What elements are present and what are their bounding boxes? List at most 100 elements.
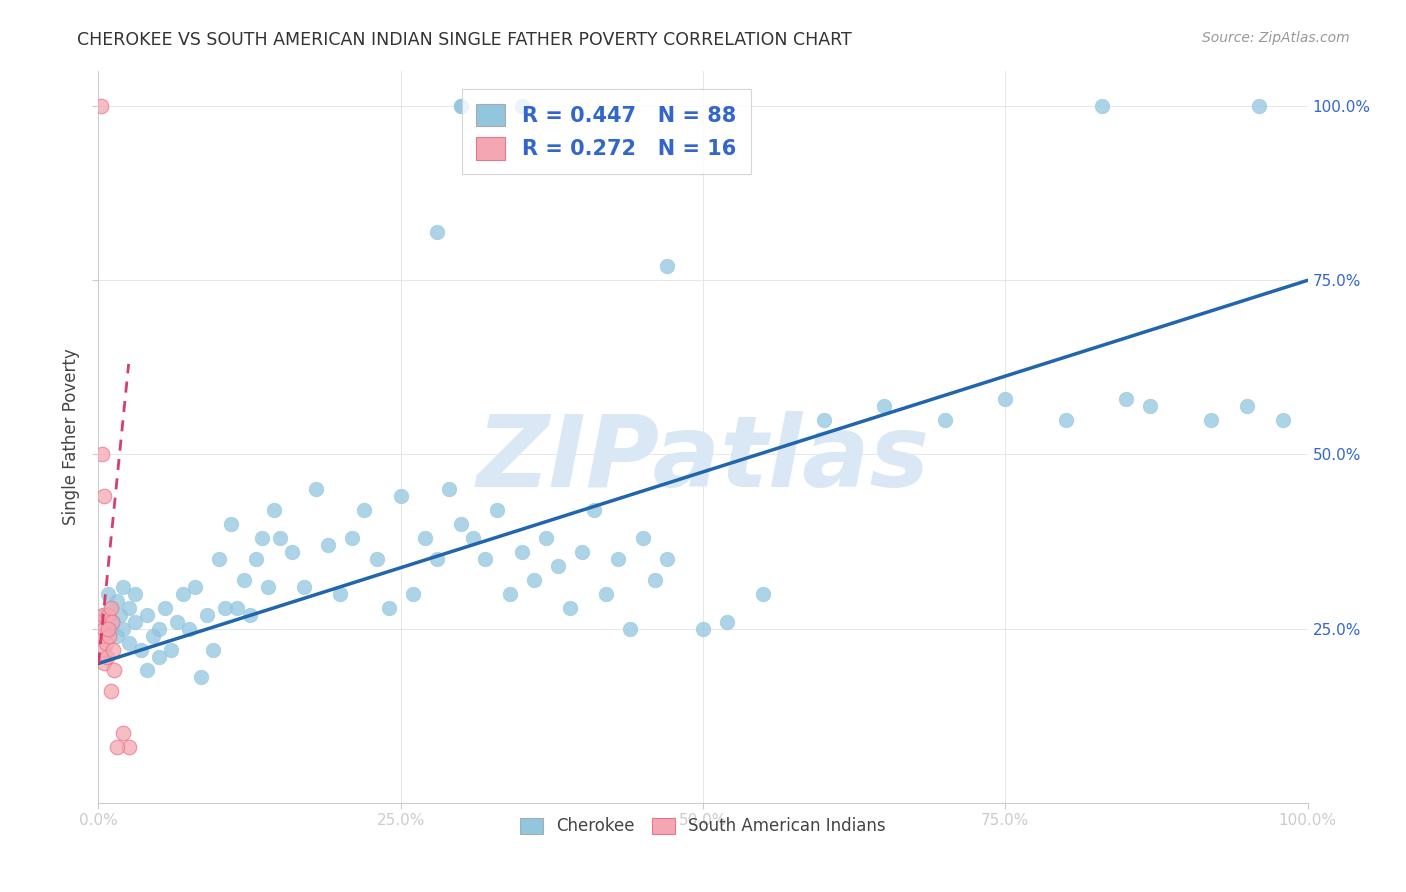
Point — [179, 622, 201, 636]
Point — [450, 99, 472, 113]
Point — [655, 260, 678, 274]
Point — [124, 615, 146, 629]
Point — [135, 607, 157, 622]
Point — [716, 615, 738, 629]
Point — [994, 392, 1017, 406]
Point — [91, 629, 114, 643]
Point — [93, 489, 115, 503]
Point — [389, 489, 412, 503]
Point — [101, 615, 124, 629]
Point — [692, 622, 714, 636]
Point — [90, 615, 112, 629]
Point — [281, 545, 304, 559]
Point — [103, 664, 125, 678]
Point — [1199, 412, 1222, 426]
Point — [135, 664, 157, 678]
Point — [105, 629, 128, 643]
Point — [160, 642, 183, 657]
Point — [100, 684, 122, 698]
Point — [100, 622, 122, 636]
Point — [111, 726, 134, 740]
Point — [100, 600, 122, 615]
Point — [463, 531, 485, 545]
Point — [93, 622, 115, 636]
Point — [571, 545, 593, 559]
Point — [214, 600, 236, 615]
Point — [142, 629, 165, 643]
Point — [523, 573, 546, 587]
Y-axis label: Single Father Poverty: Single Father Poverty — [62, 349, 80, 525]
Point — [1115, 392, 1137, 406]
Point — [510, 545, 533, 559]
Point — [631, 531, 654, 545]
Point — [239, 607, 262, 622]
Point — [166, 615, 188, 629]
Point — [644, 573, 666, 587]
Point — [583, 503, 606, 517]
Point — [118, 740, 141, 755]
Point — [97, 587, 120, 601]
Text: CHEROKEE VS SOUTH AMERICAN INDIAN SINGLE FATHER POVERTY CORRELATION CHART: CHEROKEE VS SOUTH AMERICAN INDIAN SINGLE… — [77, 31, 852, 49]
Point — [1054, 412, 1077, 426]
Point — [437, 483, 460, 497]
Point — [97, 622, 120, 636]
Point — [93, 657, 115, 671]
Point — [1249, 99, 1271, 113]
Point — [148, 622, 170, 636]
Point — [202, 642, 225, 657]
Point — [595, 587, 617, 601]
Point — [450, 99, 472, 113]
Point — [100, 615, 122, 629]
Point — [90, 99, 112, 113]
Point — [129, 642, 152, 657]
Point — [111, 622, 134, 636]
Point — [534, 531, 557, 545]
Point — [111, 580, 134, 594]
Point — [619, 622, 641, 636]
Point — [97, 607, 120, 622]
Point — [426, 225, 449, 239]
Point — [208, 552, 231, 566]
Point — [813, 412, 835, 426]
Point — [263, 503, 285, 517]
Point — [510, 99, 533, 113]
Point — [100, 600, 122, 615]
Point — [105, 740, 128, 755]
Point — [232, 573, 254, 587]
Point — [498, 587, 520, 601]
Point — [250, 531, 273, 545]
Point — [118, 635, 141, 649]
Point — [245, 552, 267, 566]
Point — [329, 587, 352, 601]
Point — [316, 538, 339, 552]
Point — [93, 607, 115, 622]
Point — [1236, 399, 1258, 413]
Point — [474, 552, 496, 566]
Point — [105, 594, 128, 608]
Point — [1139, 399, 1161, 413]
Point — [269, 531, 291, 545]
Point — [873, 399, 896, 413]
Point — [366, 552, 388, 566]
Point — [184, 580, 207, 594]
Point — [353, 503, 375, 517]
Point — [98, 629, 121, 643]
Point — [91, 607, 114, 622]
Point — [1272, 412, 1295, 426]
Point — [91, 448, 114, 462]
Point — [547, 558, 569, 573]
Point — [607, 552, 630, 566]
Point — [190, 670, 212, 684]
Point — [124, 587, 146, 601]
Point — [377, 600, 399, 615]
Text: ZIPatlas: ZIPatlas — [477, 410, 929, 508]
Point — [195, 607, 218, 622]
Point — [221, 517, 243, 532]
Point — [450, 517, 472, 532]
Point — [486, 503, 509, 517]
Point — [934, 412, 956, 426]
Point — [402, 587, 425, 601]
Point — [292, 580, 315, 594]
Point — [342, 531, 364, 545]
Point — [101, 642, 124, 657]
